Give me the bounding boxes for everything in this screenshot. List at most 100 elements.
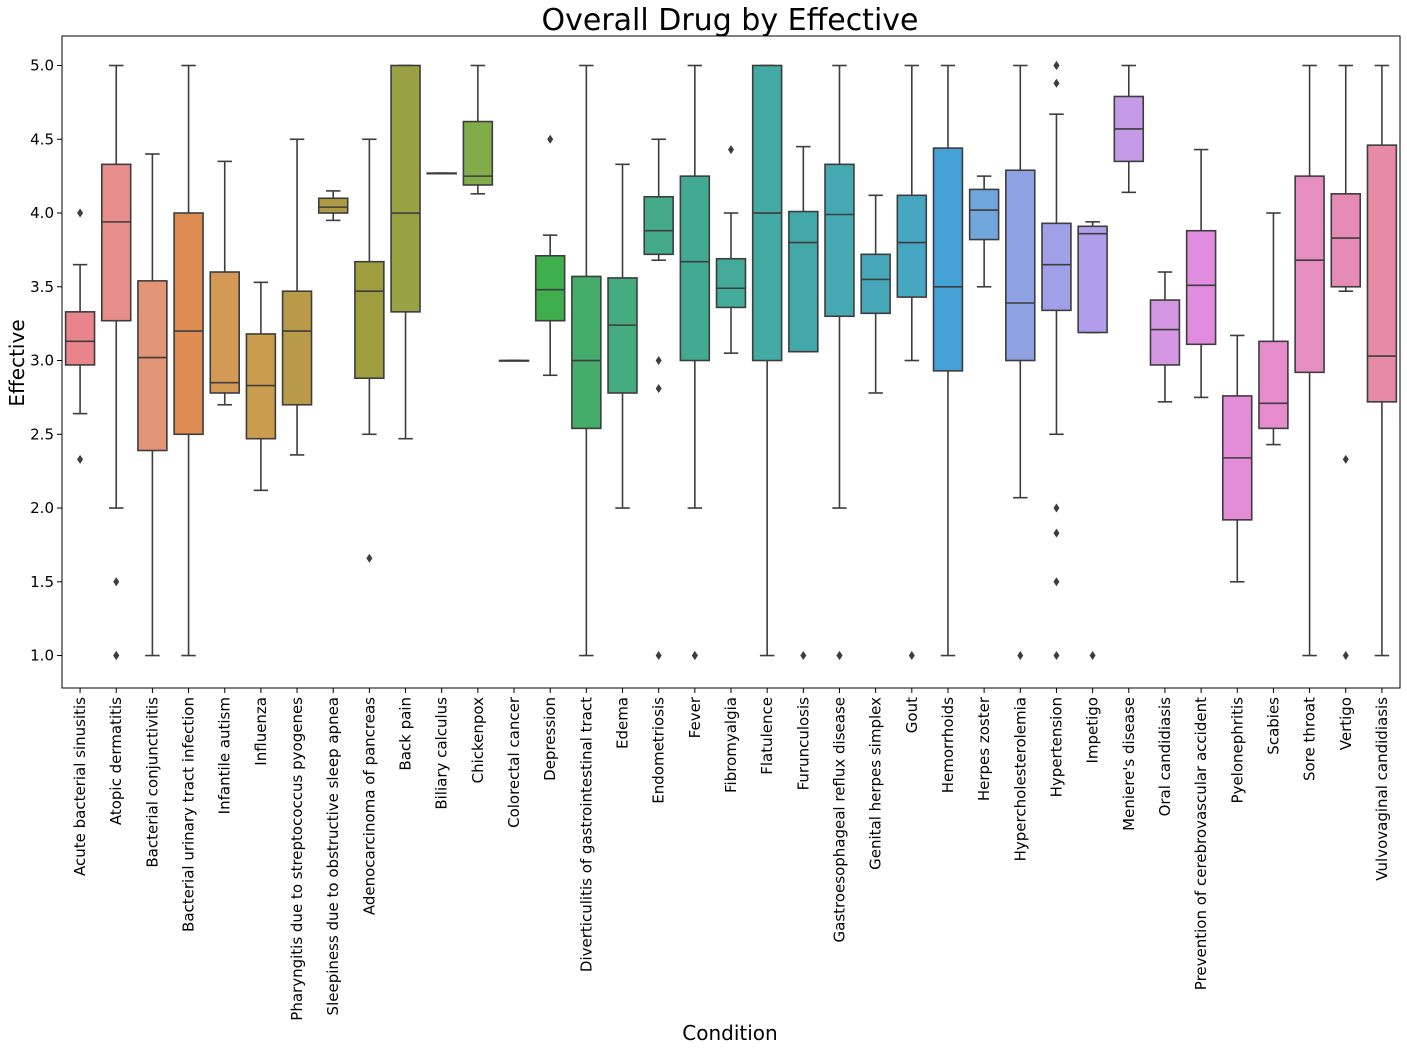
x-tick-label: Sore throat	[1301, 697, 1319, 781]
chart-title: Overall Drug by Effective	[542, 3, 919, 38]
box	[571, 275, 602, 430]
plot-area: 1.0 1.5 2.0 2.5 3.0 3.5 4.0 4.5 5.0 Acute bacteri…	[30, 35, 1401, 1021]
outlier-point	[1053, 577, 1060, 587]
x-tick-label: Back pain	[397, 697, 415, 771]
x-tick-label: Hypertension	[1047, 697, 1065, 797]
x-tick-label: Impetigo	[1084, 697, 1102, 764]
x-tick-label: Herpes zoster	[975, 696, 993, 801]
x-tick-label: Gastroesophageal reflux disease	[830, 697, 848, 942]
outlier-point	[1053, 528, 1060, 538]
x-tick-label: Infantile autism	[216, 697, 234, 814]
box	[824, 163, 855, 318]
outlier-point	[655, 384, 662, 394]
x-tick-label: Colorectal cancer	[505, 696, 523, 828]
x-tick-label: Endometriosis	[650, 697, 668, 804]
x-tick-label: Sleepiness due to obstructive sleep apne…	[324, 697, 342, 1015]
x-tick-label: Fibromyalgia	[722, 697, 740, 793]
box	[860, 253, 891, 315]
y-axis-label: Effective	[5, 319, 29, 406]
box	[679, 175, 711, 362]
x-tick-label: Vertigo	[1337, 697, 1355, 750]
x-tick-label: Genital herpes simplex	[867, 697, 885, 870]
box	[1185, 229, 1217, 346]
x-tick-label: Adenocarcinoma of pancreas	[360, 697, 378, 915]
box	[137, 280, 168, 452]
x-axis-label: Condition	[682, 1021, 777, 1045]
outlier-point	[1053, 61, 1060, 71]
x-tick-label: Edema	[614, 697, 632, 749]
x-tick-label: Gout	[903, 697, 921, 733]
box	[1005, 169, 1036, 362]
outlier-point	[800, 651, 807, 661]
box	[390, 64, 421, 313]
box	[607, 277, 638, 394]
box	[209, 271, 240, 394]
x-tick-label: Vulvovaginal candidiasis	[1373, 697, 1391, 881]
box	[1077, 225, 1108, 334]
y-tick-label: 2.0	[30, 499, 54, 517]
y-tick-label: 1.5	[30, 573, 54, 591]
x-tick-label: Influenza	[252, 697, 270, 766]
outlier-point	[366, 553, 373, 563]
box	[932, 147, 964, 372]
y-tick-label: 5.0	[30, 57, 54, 75]
box	[1330, 193, 1362, 288]
box	[534, 254, 566, 322]
x-tick-label: Oral candidiasis	[1156, 697, 1174, 817]
outlier-point	[691, 651, 698, 661]
x-tick-label: Prevention of cerebrovascular accident	[1192, 697, 1210, 990]
outlier-point	[1089, 651, 1096, 661]
box	[1149, 299, 1181, 366]
outlier-point	[77, 454, 84, 464]
box	[1041, 222, 1072, 312]
outlier-point	[1342, 454, 1349, 464]
y-tick-label: 3.5	[30, 278, 54, 296]
box	[317, 197, 349, 214]
x-tick-label: Chickenpox	[469, 697, 487, 784]
outlier-point	[655, 356, 662, 366]
outlier-point	[547, 134, 554, 144]
box	[354, 260, 385, 380]
outlier-point	[908, 651, 915, 661]
box	[64, 311, 96, 366]
x-tick-label: Bacterial urinary tract infection	[180, 697, 198, 932]
box	[896, 194, 928, 298]
box	[100, 163, 132, 322]
x-tick-label: Pharyngitis due to streptococcus pyogene…	[288, 697, 306, 1021]
x-tick-label: Flatulence	[758, 697, 776, 775]
outlier-point	[1053, 651, 1060, 661]
x-tick-label: Hypercholesterolemia	[1011, 697, 1029, 861]
x-tick-label: Fever	[686, 696, 704, 738]
y-tick-label: 1.0	[30, 647, 54, 665]
x-tick-label: Atopic dermatitis	[107, 697, 125, 825]
box	[788, 210, 819, 353]
outlier-point	[655, 651, 662, 661]
x-tick-label: Furunculosis	[794, 697, 812, 791]
box	[462, 120, 494, 186]
outlier-point	[1342, 651, 1349, 661]
outlier-point	[836, 651, 843, 661]
outlier-point	[113, 651, 120, 661]
outlier-point	[77, 208, 84, 218]
outlier-point	[113, 577, 120, 587]
y-tick-label: 3.0	[30, 352, 54, 370]
x-tick-label: Biliary calculus	[433, 697, 451, 810]
y-tick-label: 4.5	[30, 130, 54, 148]
box	[281, 290, 313, 406]
outlier-point	[1053, 503, 1060, 513]
x-tick-label: Depression	[541, 697, 559, 781]
x-tick-label: Diverticulitis of gastrointestinal tract	[577, 697, 595, 972]
y-tick-label: 4.0	[30, 204, 54, 222]
x-tick-label: Pyelonephritis	[1228, 697, 1246, 804]
x-tick-label: Acute bacterial sinusitis	[71, 697, 89, 876]
box	[643, 195, 674, 256]
y-tick-label: 2.5	[30, 425, 54, 443]
box	[173, 212, 204, 436]
x-tick-label: Meniere's disease	[1120, 697, 1138, 831]
box	[968, 188, 1000, 241]
box	[1366, 144, 1398, 403]
box	[1258, 340, 1289, 430]
x-tick-label: Scabies	[1264, 697, 1282, 755]
x-tick-label: Hemorrhoids	[939, 697, 957, 793]
